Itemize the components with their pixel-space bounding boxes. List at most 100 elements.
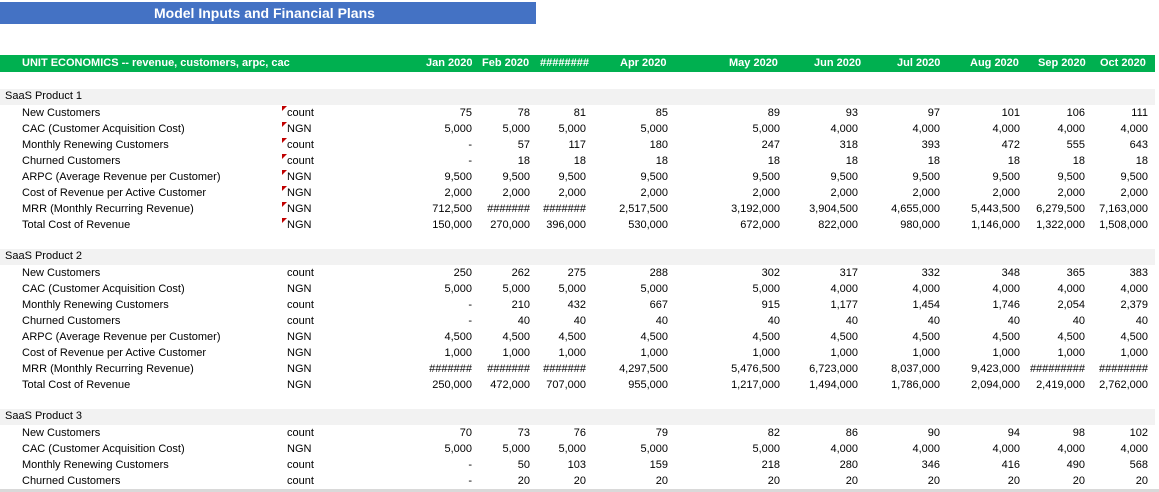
value-cell[interactable]: 1,000 bbox=[1057, 347, 1085, 359]
value-cell[interactable]: 5,000 bbox=[502, 123, 530, 135]
unit-cell[interactable]: NGN bbox=[287, 347, 312, 359]
value-cell[interactable]: 20 bbox=[573, 475, 586, 487]
value-cell[interactable]: 2,000 bbox=[1120, 187, 1148, 199]
value-cell[interactable]: 18 bbox=[767, 155, 780, 167]
value-cell[interactable]: 4,297,500 bbox=[619, 363, 668, 375]
comment-indicator-icon[interactable] bbox=[282, 122, 287, 127]
value-cell[interactable]: 4,000 bbox=[992, 443, 1020, 455]
row-label[interactable]: Churned Customers bbox=[22, 475, 121, 487]
value-cell[interactable]: 5,476,500 bbox=[731, 363, 780, 375]
row-label[interactable]: Total Cost of Revenue bbox=[22, 379, 131, 391]
value-cell[interactable]: 432 bbox=[567, 299, 586, 311]
row-label[interactable]: Churned Customers bbox=[22, 315, 121, 327]
month-header[interactable]: Oct 2020 bbox=[1100, 57, 1146, 69]
value-cell[interactable]: 57 bbox=[517, 139, 530, 151]
value-cell[interactable]: 218 bbox=[761, 459, 780, 471]
row-label[interactable]: ARPC (Average Revenue per Customer) bbox=[22, 171, 221, 183]
value-cell[interactable]: 1,322,000 bbox=[1036, 219, 1085, 231]
value-cell[interactable]: 980,000 bbox=[900, 219, 940, 231]
row-label[interactable]: New Customers bbox=[22, 427, 101, 439]
value-cell[interactable]: 9,500 bbox=[992, 171, 1020, 183]
value-cell[interactable]: 70 bbox=[459, 427, 472, 439]
value-cell[interactable]: 9,500 bbox=[502, 171, 530, 183]
value-cell[interactable]: 915 bbox=[761, 299, 780, 311]
value-cell[interactable]: 1,146,000 bbox=[971, 219, 1020, 231]
value-cell[interactable]: 250,000 bbox=[432, 379, 472, 391]
value-cell[interactable]: 250 bbox=[453, 267, 472, 279]
value-cell[interactable]: 18 bbox=[517, 155, 530, 167]
value-cell[interactable]: 210 bbox=[511, 299, 530, 311]
value-cell[interactable]: 1,000 bbox=[912, 347, 940, 359]
value-cell[interactable]: 4,500 bbox=[752, 331, 780, 343]
value-cell[interactable]: 4,000 bbox=[912, 123, 940, 135]
value-cell[interactable]: 2,000 bbox=[558, 187, 586, 199]
value-cell[interactable]: - bbox=[468, 139, 472, 151]
value-cell[interactable]: 1,000 bbox=[444, 347, 472, 359]
value-cell[interactable]: ####### bbox=[543, 203, 586, 215]
row-label[interactable]: MRR (Monthly Recurring Revenue) bbox=[22, 363, 194, 375]
value-cell[interactable]: 117 bbox=[568, 139, 586, 151]
row-label[interactable]: Cost of Revenue per Active Customer bbox=[22, 187, 207, 199]
value-cell[interactable]: 9,500 bbox=[752, 171, 780, 183]
value-cell[interactable]: 5,000 bbox=[444, 443, 472, 455]
value-cell[interactable]: 103 bbox=[567, 459, 586, 471]
value-cell[interactable]: 18 bbox=[927, 155, 940, 167]
value-cell[interactable]: 4,000 bbox=[1057, 283, 1085, 295]
unit-cell[interactable]: NGN bbox=[287, 123, 312, 135]
value-cell[interactable]: 18 bbox=[1072, 155, 1085, 167]
unit-cell[interactable]: NGN bbox=[287, 363, 312, 375]
row-label[interactable]: Monthly Renewing Customers bbox=[22, 299, 169, 311]
value-cell[interactable]: 348 bbox=[1001, 267, 1020, 279]
value-cell[interactable]: 106 bbox=[1066, 107, 1085, 119]
value-cell[interactable]: ####### bbox=[487, 363, 530, 375]
comment-indicator-icon[interactable] bbox=[282, 154, 287, 159]
value-cell[interactable]: 9,500 bbox=[444, 171, 472, 183]
value-cell[interactable]: 20 bbox=[517, 475, 530, 487]
month-header[interactable]: Jan 2020 bbox=[426, 57, 473, 69]
value-cell[interactable]: 4,000 bbox=[992, 283, 1020, 295]
value-cell[interactable]: 20 bbox=[927, 475, 940, 487]
value-cell[interactable]: 5,000 bbox=[752, 443, 780, 455]
row-label[interactable]: CAC (Customer Acquisition Cost) bbox=[22, 123, 185, 135]
value-cell[interactable]: 40 bbox=[767, 315, 780, 327]
value-cell[interactable]: 40 bbox=[927, 315, 940, 327]
value-cell[interactable]: 472 bbox=[1001, 139, 1020, 151]
value-cell[interactable]: 9,500 bbox=[640, 171, 668, 183]
value-cell[interactable]: 643 bbox=[1129, 139, 1148, 151]
value-cell[interactable]: 383 bbox=[1129, 267, 1148, 279]
value-cell[interactable]: 707,000 bbox=[546, 379, 586, 391]
value-cell[interactable]: 318 bbox=[839, 139, 858, 151]
value-cell[interactable]: 2,054 bbox=[1057, 299, 1085, 311]
value-cell[interactable]: 40 bbox=[1007, 315, 1020, 327]
row-label[interactable]: MRR (Monthly Recurring Revenue) bbox=[22, 203, 194, 215]
value-cell[interactable]: 3,192,000 bbox=[731, 203, 780, 215]
value-cell[interactable]: 555 bbox=[1066, 139, 1085, 151]
value-cell[interactable]: 1,177 bbox=[830, 299, 858, 311]
value-cell[interactable]: 4,500 bbox=[502, 331, 530, 343]
value-cell[interactable]: 5,000 bbox=[444, 283, 472, 295]
value-cell[interactable]: 75 bbox=[459, 107, 472, 119]
row-label[interactable]: New Customers bbox=[22, 267, 101, 279]
value-cell[interactable]: 98 bbox=[1072, 427, 1085, 439]
value-cell[interactable]: 20 bbox=[1007, 475, 1020, 487]
value-cell[interactable]: 9,423,000 bbox=[971, 363, 1020, 375]
value-cell[interactable]: 78 bbox=[517, 107, 530, 119]
value-cell[interactable]: 416 bbox=[1001, 459, 1020, 471]
value-cell[interactable]: 9,500 bbox=[830, 171, 858, 183]
value-cell[interactable]: 4,500 bbox=[912, 331, 940, 343]
value-cell[interactable]: 4,500 bbox=[1057, 331, 1085, 343]
value-cell[interactable]: 93 bbox=[845, 107, 858, 119]
comment-indicator-icon[interactable] bbox=[282, 170, 287, 175]
value-cell[interactable]: 2,000 bbox=[444, 187, 472, 199]
value-cell[interactable]: 712,500 bbox=[432, 203, 472, 215]
value-cell[interactable]: 5,000 bbox=[444, 123, 472, 135]
value-cell[interactable]: 4,000 bbox=[1057, 443, 1085, 455]
value-cell[interactable]: 2,000 bbox=[992, 187, 1020, 199]
row-label[interactable]: Total Cost of Revenue bbox=[22, 219, 131, 231]
value-cell[interactable]: 2,762,000 bbox=[1099, 379, 1148, 391]
value-cell[interactable]: 280 bbox=[839, 459, 858, 471]
value-cell[interactable]: 6,723,000 bbox=[809, 363, 858, 375]
value-cell[interactable]: 4,500 bbox=[640, 331, 668, 343]
value-cell[interactable]: 20 bbox=[1135, 475, 1148, 487]
value-cell[interactable]: 5,000 bbox=[640, 443, 668, 455]
